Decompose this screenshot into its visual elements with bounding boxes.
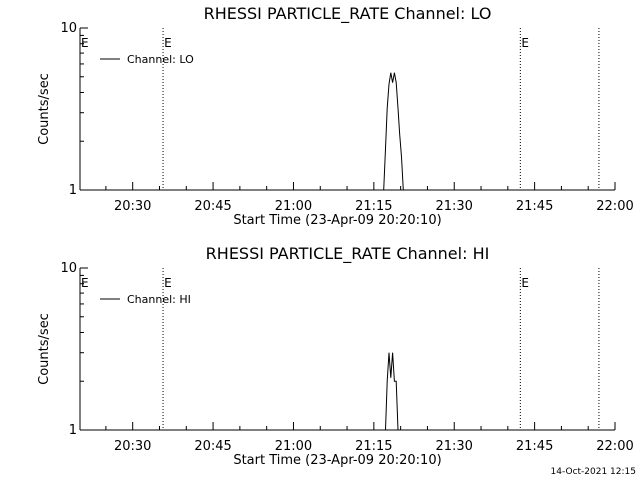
legend-label: Channel: LO bbox=[127, 53, 194, 66]
x-tick-label: 21:30 bbox=[435, 199, 472, 214]
x-tick-label: 21:15 bbox=[355, 199, 392, 214]
y-tick-label: 1 bbox=[69, 423, 77, 438]
x-tick-label: 21:45 bbox=[516, 199, 553, 214]
y-tick-label: 10 bbox=[60, 261, 77, 276]
y-tick-label: 10 bbox=[60, 21, 77, 36]
x-tick-label: 20:30 bbox=[114, 199, 151, 214]
chart-panel-0: RHESSI PARTICLE_RATE Channel: LO 1 10 20:30… bbox=[37, 4, 634, 228]
legend-label: Channel: HI bbox=[127, 293, 191, 306]
x-tick-label: 20:45 bbox=[194, 439, 231, 454]
x-tick-label: 21:00 bbox=[275, 199, 312, 214]
x-tick-label: 21:15 bbox=[355, 439, 392, 454]
x-tick-label: 22:00 bbox=[596, 439, 633, 454]
event-marker-label: E bbox=[164, 276, 172, 290]
y-axis-label: Counts/sec bbox=[37, 73, 52, 145]
x-axis-label: Start Time (23-Apr-09 20:20:10) bbox=[233, 213, 441, 228]
event-marker-label: E bbox=[81, 276, 89, 290]
event-marker-label: E bbox=[521, 36, 529, 50]
footer-timestamp: 14-Oct-2021 12:15 bbox=[551, 467, 636, 477]
event-marker-label: E bbox=[521, 276, 529, 290]
series-line bbox=[383, 72, 404, 191]
y-axis-label: Counts/sec bbox=[37, 313, 52, 385]
x-axis-label: Start Time (23-Apr-09 20:20:10) bbox=[233, 453, 441, 468]
x-tick-label: 22:00 bbox=[596, 199, 633, 214]
x-tick-label: 21:30 bbox=[435, 439, 472, 454]
chart-title: RHESSI PARTICLE_RATE Channel: HI bbox=[206, 244, 490, 264]
chart-panel-1: RHESSI PARTICLE_RATE Channel: HI 1 10 20:30… bbox=[37, 244, 634, 468]
chart-title: RHESSI PARTICLE_RATE Channel: LO bbox=[204, 4, 492, 24]
event-marker-label: E bbox=[81, 36, 89, 50]
x-tick-label: 20:30 bbox=[114, 439, 151, 454]
x-tick-label: 20:45 bbox=[194, 199, 231, 214]
event-marker-label: E bbox=[164, 36, 172, 50]
series-line bbox=[385, 352, 399, 431]
x-tick-label: 21:00 bbox=[275, 439, 312, 454]
y-tick-label: 1 bbox=[69, 183, 77, 198]
x-tick-label: 21:45 bbox=[516, 439, 553, 454]
